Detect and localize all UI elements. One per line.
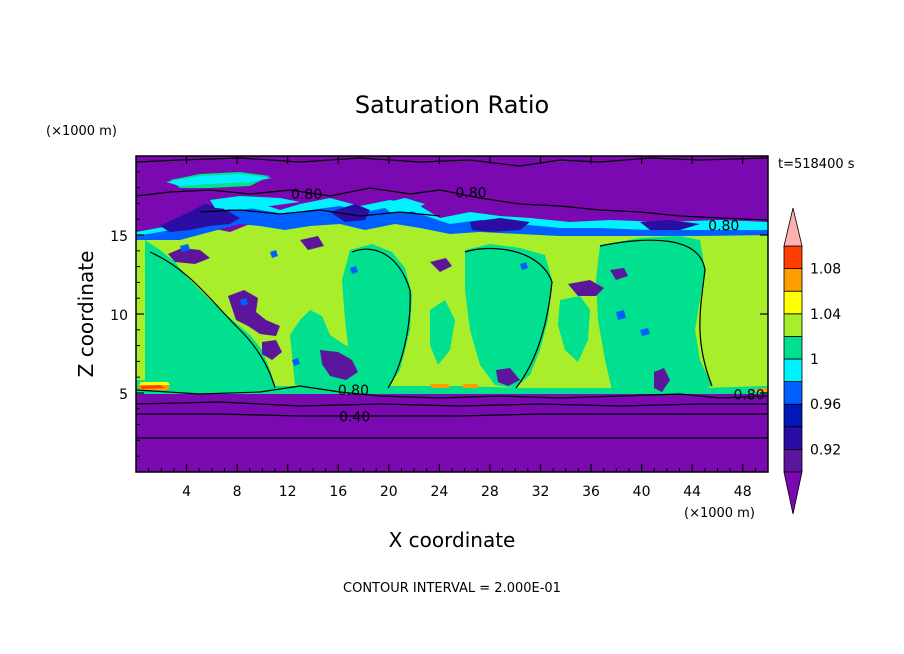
field-region-lower-yellow <box>140 382 170 385</box>
time-label: t=518400 s <box>778 157 855 172</box>
field-region-top-cloud-cyan <box>166 174 272 186</box>
y-tick-label: 10 <box>110 308 128 324</box>
colorbar-band <box>783 290 803 315</box>
colorbar-label: 0.92 <box>810 442 841 458</box>
x-tick-label: 24 <box>430 484 448 500</box>
field-region-cyan-band <box>136 198 768 238</box>
y-axis-title: Z coordinate <box>74 251 98 378</box>
field-region-aqua-1 <box>145 240 275 392</box>
saturation-field <box>136 156 768 472</box>
colorbar-over-arrow <box>783 207 803 247</box>
contour-cloud-outline-2 <box>351 248 411 389</box>
contour-cloud-outline-4 <box>599 239 713 387</box>
contour-080-upper <box>136 187 768 221</box>
x-tick-label: 12 <box>279 484 297 500</box>
y-tick-label: 5 <box>119 387 128 403</box>
contour-080-top <box>136 157 768 167</box>
colorbar-band <box>783 448 803 473</box>
x-tick-label: 40 <box>633 484 651 500</box>
x-tick-label: 36 <box>582 484 600 500</box>
x-tick-label: 44 <box>683 484 701 500</box>
contour-080-inner <box>199 209 441 217</box>
field-region-aqua-3 <box>342 244 412 388</box>
field-region-lower-red <box>140 385 165 389</box>
x-tick-label: 48 <box>734 484 752 500</box>
colorbar-under-arrow <box>783 471 803 515</box>
field-region-lower-aqua <box>136 380 768 394</box>
x-unit-label: (×1000 m) <box>684 506 755 521</box>
y-unit-label: (×1000 m) <box>46 124 117 139</box>
field-region-deep-band <box>160 204 700 232</box>
field-region-aqua-5 <box>596 236 712 392</box>
y-tick-label: 15 <box>110 229 128 245</box>
colorbar-label: 1.04 <box>810 307 841 323</box>
colorbar-band <box>783 381 803 405</box>
x-axis-ticks: 4 8 12 16 20 24 28 32 36 40 44 48 <box>148 156 756 500</box>
contour-label: 0.80 <box>733 388 764 404</box>
contour-lines <box>136 157 768 439</box>
colorbar-band <box>783 313 803 337</box>
colorbar-band <box>783 426 803 450</box>
x-tick-label: 20 <box>380 484 398 500</box>
chart-title: Saturation Ratio <box>355 91 549 119</box>
field-region-right-edge-red <box>755 388 768 392</box>
x-tick-label: 28 <box>481 484 499 500</box>
colorbar-band <box>783 245 803 270</box>
contour-cloud-outline-3 <box>464 247 553 389</box>
field-region-aqua-7 <box>430 300 455 365</box>
contour-interval-label: CONTOUR INTERVAL = 2.000E-01 <box>343 581 561 596</box>
contour-label: 0.40 <box>339 410 370 426</box>
contour-080-lower <box>136 385 768 399</box>
colorbar-band <box>783 335 803 360</box>
contour-labels: 0.80 0.80 0.80 0.80 0.80 0.40 <box>291 185 765 425</box>
y-axis-ticks: 5 10 15 <box>110 171 768 457</box>
contour-060 <box>136 401 768 407</box>
colorbar-label: 1.08 <box>810 262 841 278</box>
contour-label: 0.80 <box>708 219 739 235</box>
x-axis-title: X coordinate <box>389 528 516 552</box>
colorbar-label: 0.96 <box>810 397 841 413</box>
field-region-blue-band <box>136 206 768 240</box>
colorbar: 0.92 0.96 1 1.04 1.08 <box>783 207 841 515</box>
colorbar-band <box>783 358 803 383</box>
field-region-aqua-4 <box>465 244 552 388</box>
x-tick-label: 8 <box>233 484 242 500</box>
x-tick-label: 16 <box>329 484 347 500</box>
field-region-aqua-6 <box>558 296 590 362</box>
colorbar-band <box>783 403 803 428</box>
contour-cloud-outline-1 <box>149 251 276 389</box>
colorbar-band <box>783 268 803 292</box>
field-region-top-cyan-2 <box>210 196 425 212</box>
contour-label: 0.80 <box>338 383 369 399</box>
x-tick-label: 32 <box>532 484 550 500</box>
contour-label: 0.80 <box>455 185 486 201</box>
contour-040 <box>136 413 768 417</box>
contour-label: 0.80 <box>291 187 322 203</box>
colorbar-label: 1 <box>810 352 819 368</box>
x-tick-label: 4 <box>182 484 191 500</box>
